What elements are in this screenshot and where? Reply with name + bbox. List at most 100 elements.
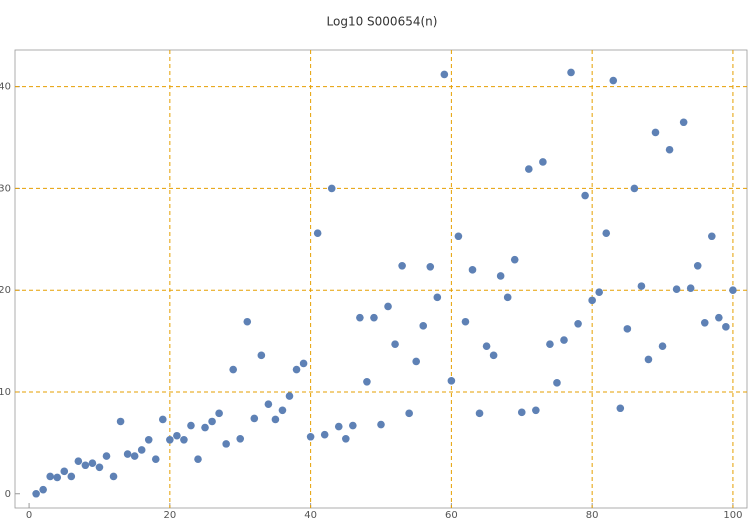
point bbox=[419, 322, 428, 330]
point bbox=[208, 417, 216, 426]
point bbox=[313, 229, 322, 237]
y-tick-label: 40 bbox=[0, 82, 11, 93]
point bbox=[229, 365, 237, 374]
point bbox=[722, 323, 730, 331]
point bbox=[651, 128, 660, 137]
point bbox=[116, 417, 125, 426]
point bbox=[137, 446, 146, 454]
point bbox=[532, 406, 540, 415]
point bbox=[630, 184, 639, 193]
point bbox=[250, 414, 259, 423]
point bbox=[187, 421, 195, 430]
point bbox=[46, 472, 54, 481]
point bbox=[510, 255, 519, 264]
point bbox=[222, 440, 230, 448]
plot-frame bbox=[14, 49, 748, 509]
point bbox=[525, 165, 533, 173]
point bbox=[215, 409, 223, 418]
y-tick-label: 20 bbox=[0, 285, 11, 296]
point bbox=[447, 376, 456, 385]
point bbox=[440, 70, 449, 79]
point bbox=[173, 431, 181, 440]
x-tick-label: 40 bbox=[304, 510, 317, 521]
point bbox=[517, 408, 526, 417]
point bbox=[398, 261, 406, 270]
point bbox=[109, 472, 118, 481]
point bbox=[595, 288, 603, 297]
y-tick-label: 30 bbox=[0, 183, 11, 194]
point bbox=[539, 158, 547, 166]
point bbox=[553, 379, 561, 387]
point bbox=[715, 313, 723, 322]
point bbox=[433, 293, 442, 302]
point bbox=[278, 406, 287, 415]
point bbox=[461, 317, 470, 326]
point bbox=[602, 229, 611, 237]
point bbox=[581, 191, 589, 200]
x-tick-label: 0 bbox=[26, 510, 32, 521]
y-tick-label: 0 bbox=[5, 489, 11, 500]
point bbox=[95, 463, 104, 472]
point bbox=[320, 430, 329, 439]
point bbox=[166, 436, 174, 444]
point bbox=[546, 340, 554, 348]
point bbox=[74, 457, 83, 465]
y-tick-label: 10 bbox=[0, 387, 11, 398]
point bbox=[306, 432, 315, 441]
point bbox=[299, 359, 308, 368]
point bbox=[144, 436, 153, 444]
chart-title: Log10 S000654(n) bbox=[327, 15, 438, 29]
point bbox=[285, 392, 294, 400]
point bbox=[503, 293, 512, 302]
point bbox=[236, 434, 245, 443]
point bbox=[356, 313, 364, 322]
point bbox=[672, 285, 681, 293]
point bbox=[588, 296, 596, 305]
point bbox=[644, 355, 653, 364]
point bbox=[700, 318, 709, 327]
point bbox=[67, 472, 76, 481]
point bbox=[342, 434, 350, 443]
point bbox=[363, 377, 371, 386]
point bbox=[102, 452, 111, 460]
x-tick-label: 60 bbox=[445, 510, 458, 521]
point bbox=[243, 317, 252, 326]
point bbox=[623, 325, 632, 333]
point bbox=[60, 467, 69, 476]
x-tick-label: 100 bbox=[723, 510, 742, 521]
point bbox=[574, 319, 582, 328]
point bbox=[81, 461, 90, 470]
point bbox=[334, 422, 343, 431]
point bbox=[729, 286, 737, 294]
point bbox=[708, 232, 716, 241]
point bbox=[496, 272, 505, 280]
point bbox=[482, 342, 491, 350]
point bbox=[426, 262, 435, 271]
point bbox=[391, 340, 399, 348]
point bbox=[32, 489, 40, 498]
point bbox=[567, 68, 575, 77]
point bbox=[327, 184, 336, 193]
point bbox=[201, 423, 209, 432]
point bbox=[405, 409, 413, 418]
point bbox=[468, 266, 477, 274]
point bbox=[151, 455, 160, 463]
x-tick-label: 20 bbox=[163, 510, 176, 521]
point bbox=[658, 342, 667, 350]
point bbox=[616, 404, 625, 413]
point bbox=[489, 351, 498, 360]
point bbox=[679, 118, 688, 127]
point bbox=[560, 336, 568, 344]
point bbox=[130, 452, 139, 460]
point bbox=[475, 409, 484, 418]
point bbox=[370, 313, 378, 322]
point bbox=[637, 282, 646, 290]
point bbox=[665, 145, 674, 154]
x-tick-label: 80 bbox=[586, 510, 599, 521]
point bbox=[53, 473, 62, 482]
point bbox=[123, 450, 132, 458]
point bbox=[39, 485, 47, 494]
point bbox=[377, 420, 385, 429]
point bbox=[693, 261, 702, 270]
